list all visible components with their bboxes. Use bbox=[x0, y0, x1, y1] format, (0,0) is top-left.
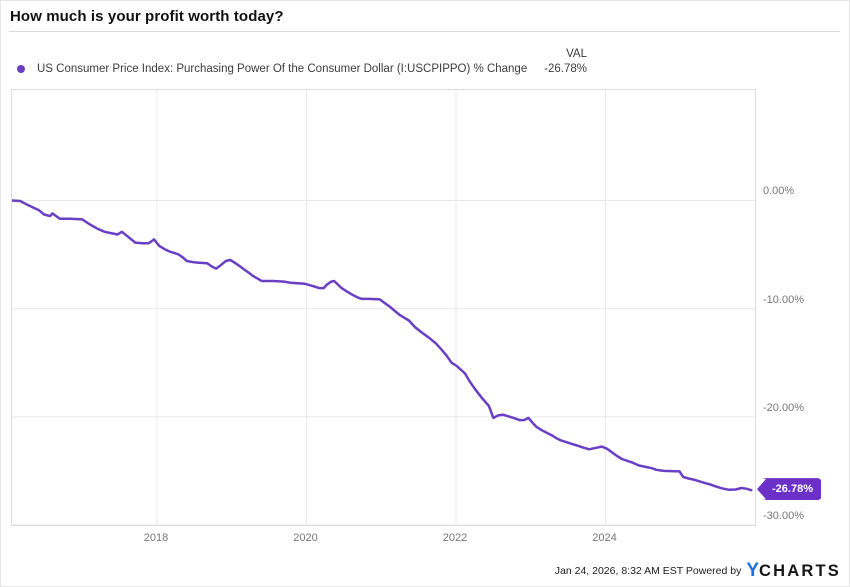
footer-timestamp: Jan 24, 2026, 8:32 AM EST Powered by bbox=[554, 565, 742, 577]
x-axis-label: 2024 bbox=[592, 532, 617, 544]
y-axis-label: -10.00% bbox=[763, 293, 804, 306]
y-axis-label: 0.00% bbox=[763, 185, 795, 198]
last-value-badge: -26.78% bbox=[757, 478, 821, 501]
series-current-value: -26.78% bbox=[544, 63, 587, 75]
series-label: US Consumer Price Index: Purchasing Powe… bbox=[37, 63, 528, 75]
ycharts-logo-y-icon: Y bbox=[746, 560, 760, 581]
series-line bbox=[12, 199, 753, 492]
y-axis-label: -20.00% bbox=[763, 401, 804, 414]
chart-plot-area[interactable] bbox=[11, 89, 756, 526]
val-column: VAL -26.78% bbox=[501, 48, 587, 75]
footer: Jan 24, 2026, 8:32 AM EST Powered by Y C… bbox=[555, 560, 841, 582]
title-separator bbox=[9, 31, 840, 32]
x-axis-label: 2018 bbox=[143, 532, 169, 544]
val-column-header: VAL bbox=[566, 48, 587, 60]
series-dot-icon bbox=[17, 65, 25, 73]
ycharts-logo: Y CHARTS bbox=[746, 560, 841, 582]
x-axis-label: 2020 bbox=[293, 532, 318, 544]
ycharts-logo-charts: CHARTS bbox=[759, 562, 841, 580]
legend: US Consumer Price Index: Purchasing Powe… bbox=[17, 63, 527, 75]
x-axis-label: 2022 bbox=[442, 532, 468, 544]
y-axis-label: -30.00% bbox=[763, 510, 804, 522]
page-title: How much is your profit worth today? bbox=[10, 8, 284, 25]
